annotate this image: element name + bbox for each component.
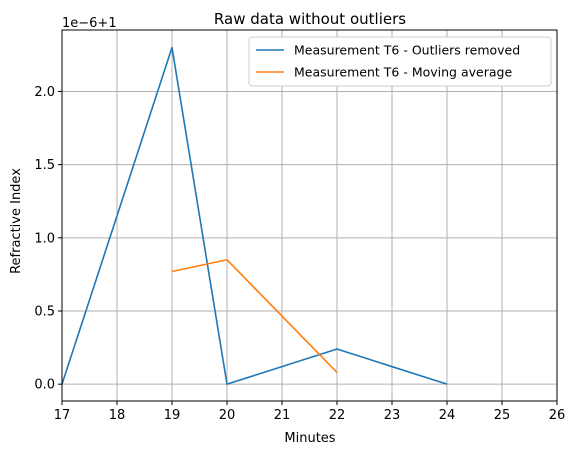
- series-line-outliers-removed: [62, 48, 447, 385]
- y-axis-label: Refractive Index: [9, 168, 24, 274]
- x-tick-label: 26: [549, 408, 566, 423]
- legend-label-moving-average: Measurement T6 - Moving average: [294, 65, 512, 80]
- x-tick-label: 22: [329, 408, 346, 423]
- y-tick-label: 2.0: [34, 85, 55, 100]
- x-tick-label: 19: [164, 408, 181, 423]
- legend-label-outliers-removed: Measurement T6 - Outliers removed: [294, 43, 520, 58]
- x-tick-label: 21: [274, 408, 291, 423]
- x-axis-label: Minutes: [284, 431, 335, 446]
- series-lines: [62, 48, 447, 385]
- x-tick-label: 23: [384, 408, 401, 423]
- y-axis-offset-label: 1e−6+1: [62, 16, 117, 31]
- x-tick-label: 17: [54, 408, 71, 423]
- x-tick-label: 20: [219, 408, 236, 423]
- y-tick-label: 1.5: [34, 158, 55, 173]
- x-tick-label: 25: [494, 408, 511, 423]
- x-tick-label: 18: [109, 408, 126, 423]
- x-tick-label: 24: [439, 408, 456, 423]
- series-line-moving-average: [172, 260, 337, 373]
- y-tick-label: 0.0: [34, 378, 55, 393]
- chart-title: Raw data without outliers: [214, 10, 406, 28]
- y-tick-label: 0.5: [34, 304, 55, 319]
- axis-ticks: 17 18 19 20 21 22 23 24 25 26 0.0 0.5 1.0 1.5 2.0: [34, 85, 565, 423]
- y-tick-label: 1.0: [34, 231, 55, 246]
- legend: Measurement T6 - Outliers removed Measur…: [249, 37, 551, 86]
